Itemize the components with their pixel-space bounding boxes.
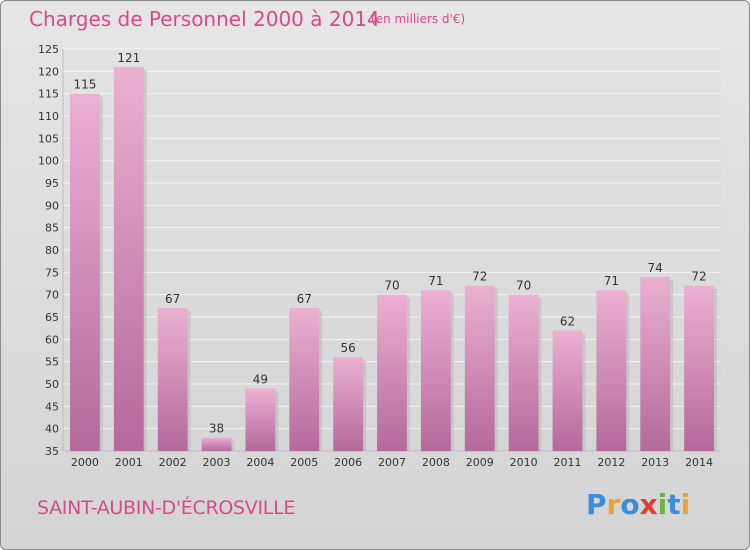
data-label: 62 — [560, 314, 575, 328]
commune-name: SAINT-AUBIN-D'ÉCROSVILLE — [37, 497, 296, 519]
x-tick-label: 2008 — [422, 456, 450, 469]
y-tick-label: 75 — [45, 266, 59, 279]
chart-unit: (en milliers d'€) — [371, 12, 466, 26]
logo-letter: i — [657, 488, 668, 521]
y-tick-label: 115 — [38, 88, 59, 101]
logo-letter: o — [620, 488, 640, 521]
chart-title: Charges de Personnel 2000 à 2014 — [29, 7, 380, 31]
x-tick-label: 2000 — [71, 456, 99, 469]
data-label: 74 — [648, 261, 663, 275]
y-tick-label: 125 — [38, 43, 59, 56]
x-tick-label: 2010 — [510, 456, 538, 469]
data-label: 70 — [384, 279, 399, 293]
bar — [596, 290, 627, 451]
y-tick-label: 80 — [45, 244, 59, 257]
data-label: 67 — [165, 292, 180, 306]
bar — [377, 294, 407, 451]
data-label: 56 — [340, 341, 355, 355]
y-tick-label: 40 — [45, 423, 59, 436]
x-tick-label: 2014 — [685, 456, 713, 469]
x-tick-label: 2003 — [203, 456, 231, 469]
data-label: 67 — [297, 292, 312, 306]
x-tick-label: 2002 — [159, 456, 187, 469]
bar — [552, 330, 583, 451]
data-label: 70 — [516, 279, 531, 293]
y-tick-label: 45 — [45, 400, 59, 413]
data-label: 71 — [428, 274, 443, 288]
bar — [684, 285, 714, 451]
x-tick-label: 2012 — [597, 456, 625, 469]
data-label: 38 — [209, 422, 224, 436]
logo-letter: x — [639, 488, 658, 521]
data-label: 121 — [117, 51, 140, 65]
logo-letter: r — [606, 488, 621, 521]
proxiti-logo[interactable]: Proxiti — [586, 488, 690, 521]
y-tick-label: 100 — [38, 155, 59, 168]
bar — [245, 388, 276, 451]
data-label: 49 — [253, 372, 268, 386]
bar — [289, 308, 320, 451]
bar — [333, 357, 364, 451]
bar — [201, 437, 232, 451]
logo-letter: t — [667, 488, 681, 521]
y-tick-label: 95 — [45, 177, 59, 190]
bar — [640, 276, 671, 451]
bar — [508, 294, 539, 451]
bar — [157, 308, 188, 451]
logo-letter: P — [586, 488, 607, 521]
logo-letter: i — [680, 488, 691, 521]
x-tick-label: 2006 — [334, 456, 362, 469]
x-tick-label: 2004 — [246, 456, 274, 469]
data-label: 71 — [604, 274, 619, 288]
y-tick-label: 35 — [45, 445, 59, 458]
y-tick-label: 105 — [38, 132, 59, 145]
data-label: 72 — [691, 270, 706, 284]
bar — [464, 285, 495, 451]
y-tick-label: 90 — [45, 199, 59, 212]
y-tick-label: 60 — [45, 333, 59, 346]
x-tick-label: 2009 — [466, 456, 494, 469]
y-tick-label: 70 — [45, 289, 59, 302]
y-tick-label: 120 — [38, 65, 59, 78]
y-tick-label: 55 — [45, 356, 59, 369]
y-tick-label: 65 — [45, 311, 59, 324]
x-tick-label: 2013 — [641, 456, 669, 469]
data-label: 72 — [472, 270, 487, 284]
x-tick-label: 2005 — [290, 456, 318, 469]
y-tick-label: 110 — [38, 110, 59, 123]
x-tick-label: 2001 — [115, 456, 143, 469]
y-tick-label: 50 — [45, 378, 59, 391]
bar — [113, 66, 144, 451]
x-tick-label: 2011 — [553, 456, 581, 469]
data-label: 115 — [73, 78, 96, 92]
y-tick-label: 85 — [45, 222, 59, 235]
bar — [70, 93, 100, 452]
bar — [420, 290, 451, 451]
x-tick-label: 2007 — [378, 456, 406, 469]
